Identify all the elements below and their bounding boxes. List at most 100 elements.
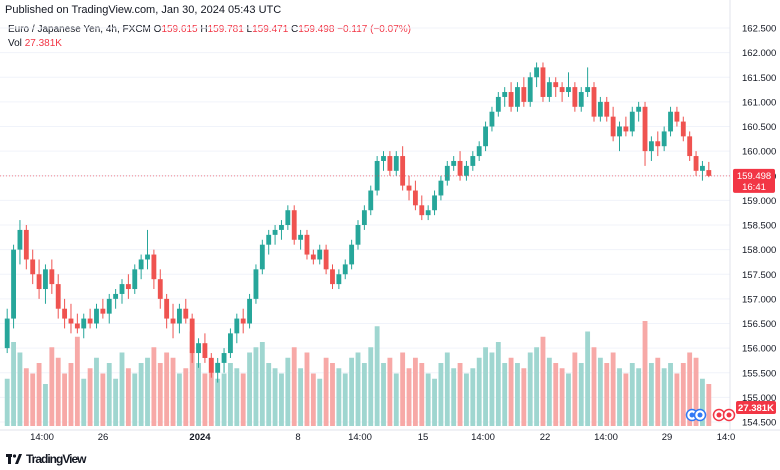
- volume-bar: [30, 373, 36, 426]
- volume-bar: [342, 373, 348, 426]
- open-label: O: [153, 24, 162, 35]
- volume-bar: [81, 378, 87, 426]
- candle-body: [145, 254, 150, 260]
- tradingview-logo-icon: [6, 454, 22, 464]
- candle-body: [515, 87, 520, 107]
- volume-legend: Vol 27.381K: [8, 38, 62, 49]
- volume-bar: [208, 357, 214, 426]
- volume-bar: [680, 363, 686, 426]
- volume-bar: [62, 373, 68, 426]
- volume-bar: [298, 368, 304, 426]
- volume-value: 27.381K: [24, 38, 62, 49]
- volume-bar: [419, 363, 425, 426]
- volume-bar: [591, 347, 597, 426]
- candle-body: [298, 234, 304, 240]
- candle-body: [457, 160, 463, 176]
- volume-bar: [432, 378, 437, 426]
- candle-body: [393, 156, 399, 171]
- volume-bar: [457, 363, 463, 426]
- candle-body: [176, 308, 182, 324]
- volume-bar: [189, 331, 195, 426]
- symbol-title[interactable]: Euro / Japanese Yen, 4h, FXCM: [8, 24, 151, 35]
- candle-body: [342, 264, 348, 275]
- candle-body: [470, 156, 476, 166]
- candle-body: [43, 269, 48, 290]
- candle-body: [591, 87, 597, 117]
- volume-bar: [610, 352, 616, 426]
- candle-body: [374, 160, 380, 191]
- change-value: −0.117 (−0.07%): [337, 24, 411, 35]
- volume-bar: [406, 368, 412, 426]
- candle-body: [113, 293, 119, 299]
- candle-body: [68, 318, 74, 324]
- volume-bar: [4, 378, 10, 426]
- candle-body: [425, 210, 431, 216]
- volume-bar: [215, 378, 221, 426]
- candle-body: [438, 180, 444, 196]
- volume-bar: [157, 363, 163, 426]
- volume-bar: [55, 357, 61, 426]
- candle-body: [74, 323, 80, 329]
- candle-body: [310, 254, 316, 260]
- time-tick-label: 22: [540, 432, 551, 443]
- candle-body: [527, 77, 533, 102]
- volume-bar: [355, 352, 361, 426]
- candle-body: [578, 92, 584, 107]
- candle-body: [234, 318, 240, 334]
- price-tick-label: 159.000: [742, 196, 776, 207]
- volume-bar: [604, 363, 610, 426]
- volume-bar: [412, 357, 418, 426]
- candle-body: [170, 318, 176, 324]
- candle-body: [87, 318, 93, 324]
- volume-bar: [636, 368, 642, 426]
- candle-body: [164, 298, 170, 319]
- candle-body: [17, 229, 23, 250]
- volume-bar: [36, 363, 42, 426]
- candle-body: [247, 298, 252, 324]
- price-tick-label: 162.500: [742, 24, 776, 35]
- high-value: 159.781: [207, 24, 244, 35]
- candle-body: [202, 343, 208, 358]
- candle-body: [55, 284, 61, 309]
- candle-body: [489, 111, 495, 127]
- candle-body: [138, 259, 144, 270]
- candle-body: [585, 87, 591, 93]
- time-tick-label: 15: [418, 432, 429, 443]
- volume-badge: [736, 401, 776, 414]
- time-tick-label: 14:00: [594, 432, 618, 443]
- volume-bar: [94, 357, 99, 426]
- price-tick-label: 158.000: [742, 245, 776, 256]
- volume-bar: [317, 378, 323, 426]
- time-tick-label: 26: [98, 432, 109, 443]
- candle-body: [559, 87, 565, 93]
- volume-bar: [240, 373, 246, 426]
- volume-bar: [661, 368, 667, 426]
- candle-body: [661, 131, 667, 147]
- price-tick-label: 155.000: [742, 393, 776, 404]
- price-tick-label: 161.000: [742, 97, 776, 108]
- candle-body: [240, 318, 246, 324]
- candle-body: [157, 279, 163, 299]
- candle-body: [323, 249, 329, 270]
- candle-body: [106, 298, 112, 314]
- volume-bar: [559, 368, 565, 426]
- price-tick-label: 156.000: [742, 344, 776, 355]
- volume-bar: [534, 347, 540, 426]
- candle-body: [674, 111, 680, 122]
- candle-body: [642, 106, 648, 152]
- candles: [4, 62, 712, 383]
- candle-body: [381, 156, 386, 161]
- candle-body: [119, 284, 125, 294]
- open-value: 159.615: [161, 24, 198, 35]
- symbol-legend: Euro / Japanese Yen, 4h, FXCM O159.615 H…: [8, 24, 411, 35]
- time-tick-label: 8: [295, 432, 300, 443]
- candle-body: [495, 96, 501, 112]
- low-label: L: [246, 24, 253, 35]
- current-price-badge: [733, 168, 775, 193]
- close-value: 159.498: [298, 24, 335, 35]
- volume-bar: [228, 363, 233, 426]
- volume-bar: [368, 347, 374, 426]
- volume-bar: [266, 363, 272, 426]
